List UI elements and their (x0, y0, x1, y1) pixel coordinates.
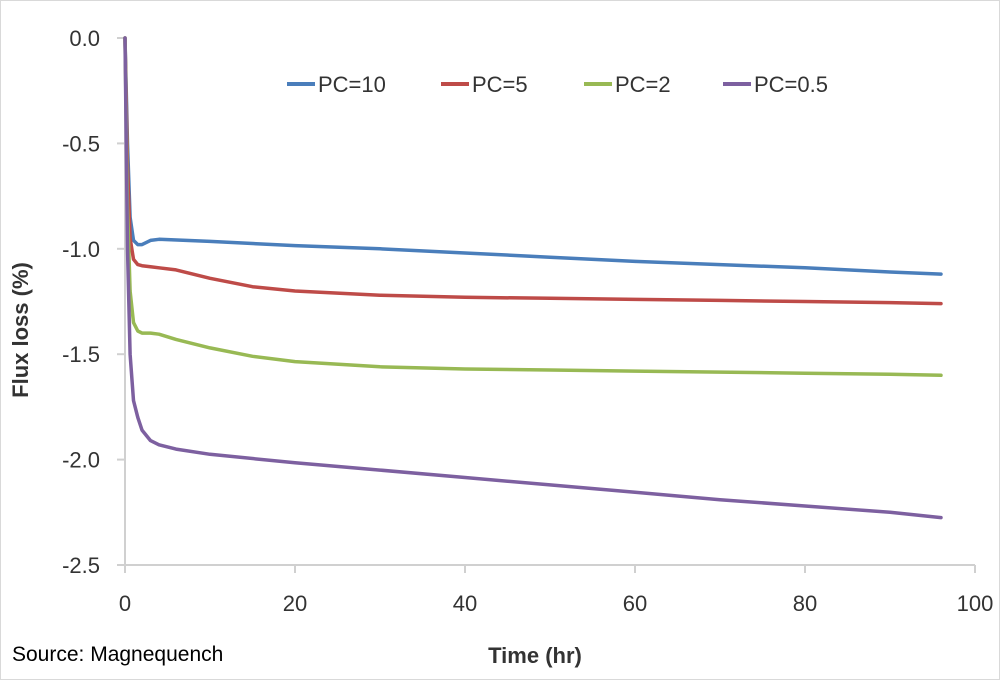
x-tick-label: 40 (453, 591, 477, 616)
series-line-0 (123, 36, 943, 276)
legend-label: PC=10 (318, 72, 386, 97)
x-tick-label: 100 (957, 591, 994, 616)
y-axis-title: Flux loss (%) (8, 262, 33, 398)
y-tick-label: -2.0 (62, 448, 100, 473)
series-line-2 (123, 36, 943, 378)
x-axis-title: Time (hr) (488, 643, 582, 668)
x-tick-label: 60 (623, 591, 647, 616)
y-tick-label: -2.5 (62, 553, 100, 578)
x-tick-label: 20 (283, 591, 307, 616)
legend-label: PC=2 (615, 72, 671, 97)
y-tick-label: -0.5 (62, 131, 100, 156)
series-lines (123, 36, 943, 520)
series-line-3 (123, 36, 943, 520)
legend: PC=10 PC=5 PC=2 PC=0.5 (287, 72, 828, 97)
x-tick-label: 0 (119, 591, 131, 616)
tick-marks (117, 37, 976, 573)
tick-labels: 0 20 40 60 80 100 0.0 -0.5 -1.0 -1.5 -2.0 -2.5 (62, 26, 993, 616)
y-tick-label: -1.0 (62, 237, 100, 262)
legend-label: PC=5 (472, 72, 528, 97)
legend-label: PC=0.5 (754, 72, 828, 97)
series-line-1 (123, 36, 943, 306)
x-tick-label: 80 (793, 591, 817, 616)
y-tick-label: 0.0 (69, 26, 100, 51)
y-tick-label: -1.5 (62, 342, 100, 367)
source-note: Source: Magnequench (12, 643, 223, 666)
